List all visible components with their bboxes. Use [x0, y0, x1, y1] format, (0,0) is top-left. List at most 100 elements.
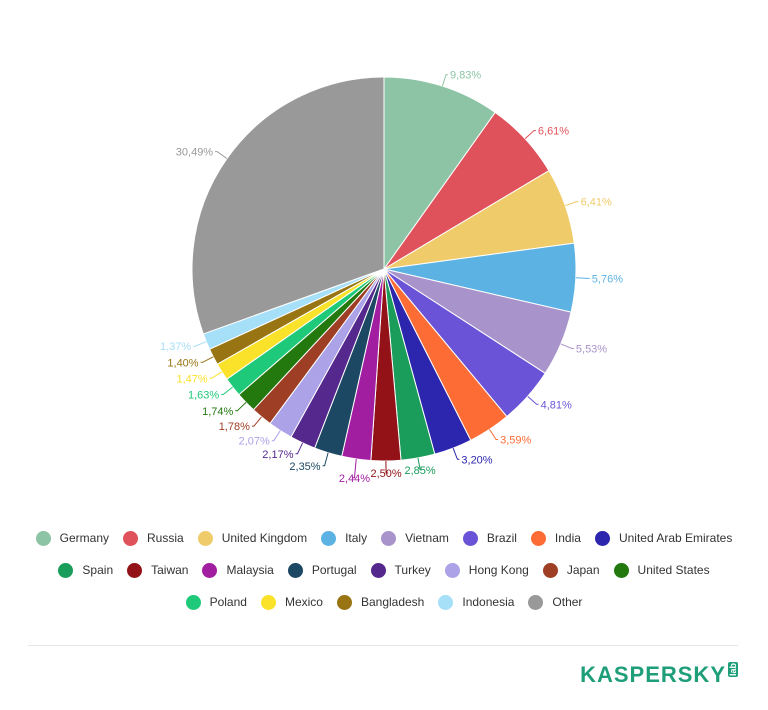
- legend-label: Japan: [566, 563, 600, 577]
- legend-item-italy[interactable]: Italy: [321, 530, 368, 546]
- legend-swatch: [594, 530, 610, 546]
- legend-item-russia[interactable]: Russia: [123, 530, 184, 546]
- pie-slice-germany: [383, 76, 496, 271]
- data-label-united-kingdom: 6,41%: [581, 197, 612, 209]
- leader-line-united-states: [235, 402, 247, 412]
- legend-label: Malaysia: [226, 563, 274, 577]
- legend-item-japan[interactable]: Japan: [542, 562, 600, 578]
- legend-label: Portugal: [311, 563, 357, 577]
- leader-line-united-kingdom: [565, 201, 579, 207]
- data-label-india: 3,59%: [500, 435, 531, 447]
- leader-line-mexico: [209, 371, 223, 379]
- legend-swatch: [528, 594, 544, 610]
- legend-item-united-kingdom[interactable]: United Kingdom: [197, 530, 308, 546]
- legend-swatch: [123, 530, 138, 546]
- data-label-malaysia: 2,44%: [339, 473, 370, 485]
- legend-item-indonesia[interactable]: Indonesia: [438, 594, 514, 610]
- legend-swatch: [462, 530, 478, 546]
- legend-item-portugal[interactable]: Portugal: [287, 562, 357, 578]
- legend-label: Russia: [147, 531, 184, 545]
- legend-swatch: [336, 594, 352, 610]
- leader-line-spain: [417, 457, 423, 471]
- leader-line-portugal: [322, 452, 329, 467]
- data-label-united-states: 1,74%: [202, 406, 233, 418]
- legend-label: Germany: [59, 531, 109, 545]
- legend-swatch: [321, 530, 337, 546]
- data-label-portugal: 2,35%: [289, 461, 320, 473]
- legend-label: Turkey: [394, 563, 431, 577]
- legend-item-taiwan[interactable]: Taiwan: [127, 562, 188, 578]
- legend-label: Brazil: [486, 531, 517, 545]
- legend-item-malaysia[interactable]: Malaysia: [202, 562, 274, 578]
- legend-item-bangladesh[interactable]: Bangladesh: [336, 594, 425, 610]
- legend-swatch: [35, 530, 51, 546]
- legend-label: United States: [637, 563, 710, 577]
- leader-line-india: [489, 429, 499, 440]
- brand-name: KASPERSKY: [580, 662, 726, 687]
- legend-label: Mexico: [284, 595, 323, 609]
- chart-legend: Germany Russia United Kingdom Italy Vietnam B…: [0, 522, 768, 618]
- legend-swatch: [530, 530, 546, 546]
- legend-item-poland[interactable]: Poland: [185, 594, 247, 610]
- footer-divider: [28, 645, 738, 646]
- data-label-other: 30,49%: [176, 147, 214, 159]
- legend-label: Bangladesh: [360, 595, 425, 609]
- data-label-poland: 1,63%: [188, 390, 219, 402]
- legend-item-united-states[interactable]: United States: [613, 562, 710, 578]
- pie-chart: 9,83% 6,61% 6,41% 5,76% 5,53% 4,81% 3,59% 3,20%…: [160, 70, 623, 485]
- data-label-vietnam: 5,53%: [576, 344, 607, 356]
- leader-line-poland: [221, 386, 233, 395]
- legend-swatch: [127, 562, 143, 578]
- legend-swatch: [185, 594, 201, 610]
- legend-row: Poland Mexico Bangladesh Indonesia Other: [0, 586, 768, 618]
- legend-label: Other: [552, 595, 583, 609]
- leader-line-taiwan: [385, 460, 389, 474]
- legend-swatch: [444, 562, 460, 578]
- leader-lines: [193, 74, 590, 479]
- leader-line-brazil: [527, 396, 539, 405]
- legend-item-spain[interactable]: Spain: [58, 562, 113, 578]
- brand-logo: KASPERSKY lab: [580, 662, 738, 688]
- legend-item-turkey[interactable]: Turkey: [370, 562, 431, 578]
- legend-item-india[interactable]: India: [530, 530, 581, 546]
- legend-row: Germany Russia United Kingdom Italy Vietnam B…: [0, 522, 768, 554]
- leader-line-turkey: [295, 442, 304, 455]
- leader-line-bangladesh: [200, 356, 214, 363]
- legend-swatch: [260, 594, 276, 610]
- legend-swatch: [370, 562, 386, 578]
- legend-item-brazil[interactable]: Brazil: [462, 530, 517, 546]
- legend-label: Poland: [209, 595, 247, 609]
- data-label-spain: 2,85%: [404, 465, 435, 477]
- legend-label: Hong Kong: [468, 563, 529, 577]
- data-label-hong-kong: 2,07%: [239, 436, 270, 448]
- legend-item-vietnam[interactable]: Vietnam: [381, 530, 449, 546]
- leader-line-germany: [441, 74, 448, 87]
- leader-line-malaysia: [352, 458, 357, 479]
- leader-line-russia: [524, 130, 536, 140]
- leader-line-vietnam: [560, 343, 574, 349]
- leader-line-united-arab-emirates: [452, 447, 460, 460]
- data-labels: 9,83% 6,61% 6,41% 5,76% 5,53% 4,81% 3,59% 3,20%…: [160, 70, 623, 485]
- data-label-taiwan: 2,50%: [370, 468, 401, 480]
- data-label-brazil: 4,81%: [541, 399, 572, 411]
- legend-item-other[interactable]: Other: [528, 594, 583, 610]
- legend-row: Spain Taiwan Malaysia Portugal Turkey Hong Ko…: [0, 554, 768, 586]
- legend-label: India: [554, 531, 581, 545]
- data-label-japan: 1,78%: [219, 421, 250, 433]
- data-label-bangladesh: 1,40%: [167, 357, 198, 369]
- legend-item-hong-kong[interactable]: Hong Kong: [444, 562, 529, 578]
- pie-slice-other: [191, 76, 385, 335]
- leader-line-italy: [575, 277, 590, 279]
- legend-swatch: [438, 594, 454, 610]
- legend-item-mexico[interactable]: Mexico: [260, 594, 323, 610]
- legend-swatch: [197, 530, 213, 546]
- legend-item-united-arab-emirates[interactable]: United Arab Emirates: [594, 530, 733, 546]
- legend-label: United Arab Emirates: [618, 531, 733, 545]
- data-label-mexico: 1,47%: [176, 373, 207, 385]
- legend-label: Italy: [345, 531, 368, 545]
- data-label-russia: 6,61%: [538, 126, 569, 138]
- legend-label: Vietnam: [405, 531, 449, 545]
- legend-swatch: [542, 562, 558, 578]
- legend-label: United Kingdom: [221, 531, 308, 545]
- legend-item-germany[interactable]: Germany: [35, 530, 109, 546]
